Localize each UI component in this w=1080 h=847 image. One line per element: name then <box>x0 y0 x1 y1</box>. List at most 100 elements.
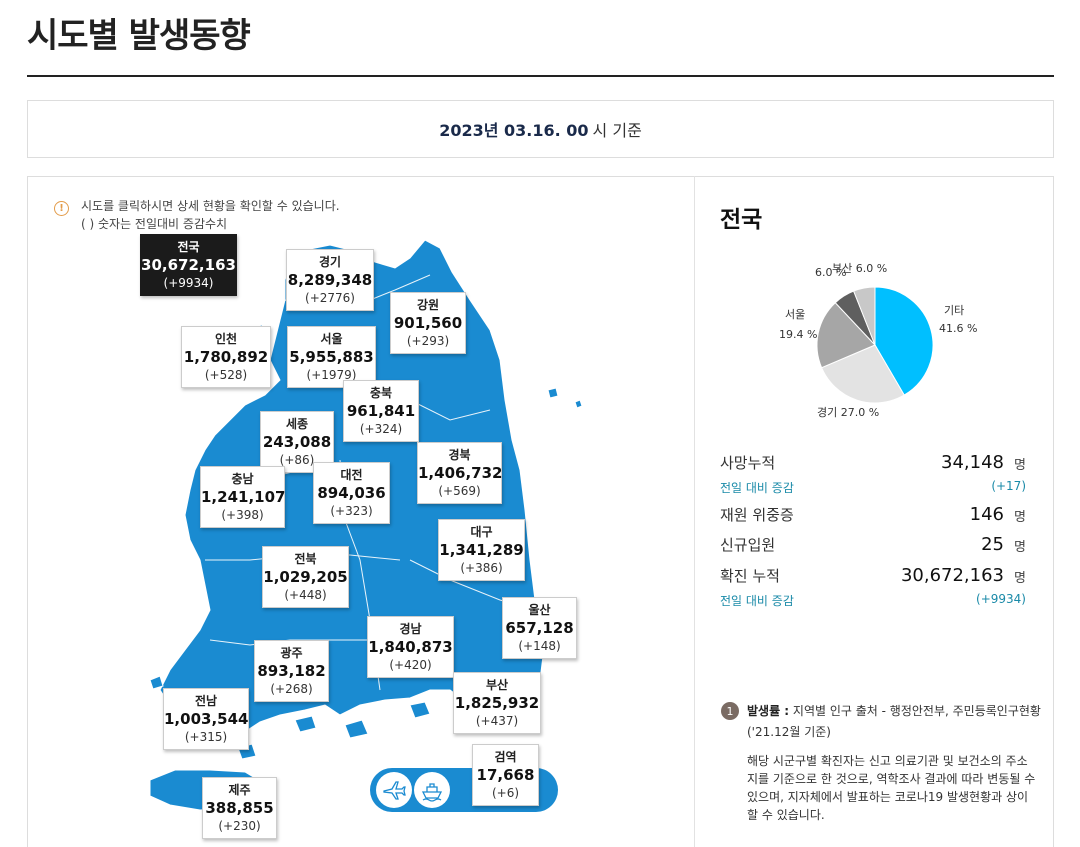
stat-critical: 재원 위중증 146 명 <box>720 504 1026 528</box>
region-delta: (+448) <box>284 588 327 602</box>
region-delta: (+528) <box>204 368 248 382</box>
notice-subtext: ( ) 숫자는 전일대비 증감수치 <box>81 217 228 231</box>
stat-value: 146 <box>969 504 1004 525</box>
region-delta: (+230) <box>218 819 261 833</box>
stat-label: 확진 누적 <box>720 567 780 585</box>
region-delta: (+437) <box>475 714 519 728</box>
region-total: 1,241,107 <box>201 488 286 506</box>
region-delta: (+6) <box>491 786 520 800</box>
region-name: 경기 <box>318 255 342 269</box>
panel-divider <box>694 176 695 847</box>
region-total: 30,672,163 <box>141 256 236 274</box>
map-island-4 <box>344 719 369 739</box>
region-ulsan[interactable]: 울산 657,128 (+148) <box>502 597 577 659</box>
stat-unit: 명 <box>1014 458 1026 473</box>
region-name: 경남 <box>399 622 422 636</box>
stat-confirmed-delta: 전일 대비 증감 (+9934) <box>720 592 1026 608</box>
region-delta: (+148) <box>518 639 561 653</box>
region-total: 1,341,289 <box>439 541 524 559</box>
stat-label: 사망누적 <box>720 454 776 472</box>
pie-label-etc: 기타 <box>944 304 965 317</box>
stat-unit: 명 <box>1014 571 1026 586</box>
stat-deaths: 사망누적 34,148 명 <box>720 452 1026 476</box>
region-name: 경북 <box>448 448 471 462</box>
region-name: 충북 <box>369 386 393 400</box>
map-island-5 <box>409 701 431 719</box>
nation-title: 전국 <box>720 207 763 233</box>
ship-icon[interactable] <box>414 772 450 808</box>
page-title: 시도별 발생동향 <box>27 16 251 56</box>
region-jeju[interactable]: 제주 388,855 (+230) <box>202 777 277 839</box>
region-delta: (+268) <box>270 682 313 696</box>
region-total: 893,182 <box>257 662 326 680</box>
stat-value: 34,148 <box>941 452 1004 473</box>
region-jeonbuk[interactable]: 전북 1,029,205 (+448) <box>262 546 349 608</box>
map-ulleung-hint <box>547 387 559 399</box>
region-total: 1,840,873 <box>368 638 453 656</box>
title-divider <box>27 75 1054 77</box>
region-total: 1,029,205 <box>263 568 348 586</box>
region-total: 1,780,892 <box>183 348 269 366</box>
pie-chart <box>800 270 950 424</box>
stat-label: 신규입원 <box>720 536 776 554</box>
region-total: 5,955,883 <box>289 348 374 366</box>
region-seoul[interactable]: 서울 5,955,883 (+1979) <box>287 326 376 388</box>
pie-slice-0 <box>874 286 934 396</box>
pie-label-seoul-pct: 19.4 % <box>779 328 818 341</box>
stat-value: 25 <box>981 534 1004 555</box>
region-name: 대전 <box>340 468 363 482</box>
footnote-body: 해당 시군구별 확진자는 신고 의료기관 및 보건소의 주소지를 기준으로 한 … <box>747 754 1036 822</box>
region-name: 전남 <box>194 694 218 708</box>
region-busan[interactable]: 부산 1,825,932 (+437) <box>453 672 541 734</box>
region-daegu[interactable]: 대구 1,341,289 (+386) <box>438 519 525 581</box>
stat-confirmed: 확진 누적 30,672,163 명 <box>720 565 1026 589</box>
airplane-icon[interactable] <box>376 772 412 808</box>
delta-label: 전일 대비 증감 <box>720 481 794 495</box>
region-name: 전북 <box>294 552 317 566</box>
region-total: 961,841 <box>346 402 416 420</box>
region-total: 17,668 <box>476 766 535 784</box>
pie-label-gyeonggi: 경기 27.0 % <box>817 406 880 419</box>
map-island-1 <box>574 399 583 409</box>
info-icon: ! <box>54 201 69 216</box>
region-gyeongbuk[interactable]: 경북 1,406,732 (+569) <box>417 442 502 504</box>
stat-unit: 명 <box>1014 540 1026 555</box>
region-gyeongnam[interactable]: 경남 1,840,873 (+420) <box>367 616 454 678</box>
region-delta: (+569) <box>438 484 481 498</box>
pie-label-other: 6.0 % <box>815 266 847 279</box>
stat-value: 30,672,163 <box>900 565 1004 586</box>
region-total: 8,289,348 <box>287 271 373 289</box>
region-incheon[interactable]: 인천 1,780,892 (+528) <box>181 326 271 388</box>
region-name: 울산 <box>528 603 551 617</box>
region-jeonnam[interactable]: 전남 1,003,544 (+315) <box>163 688 249 750</box>
region-total: 901,560 <box>393 314 463 332</box>
region-national[interactable]: 전국 30,672,163 (+9934) <box>140 234 237 296</box>
region-name: 인천 <box>214 332 238 346</box>
delta-value: (+17) <box>991 479 1026 493</box>
region-delta: (+86) <box>279 453 315 467</box>
region-total: 388,855 <box>205 799 274 817</box>
region-quarantine[interactable]: 검역 17,668 (+6) <box>472 744 539 806</box>
region-name: 부산 <box>485 678 509 692</box>
region-gyeonggi[interactable]: 경기 8,289,348 (+2776) <box>286 249 374 311</box>
region-delta: (+323) <box>330 504 373 518</box>
pie-label-busan: 부산 6.0 % <box>832 262 888 275</box>
region-chungbuk[interactable]: 충북 961,841 (+324) <box>343 380 419 442</box>
region-name: 검역 <box>494 750 517 764</box>
region-gangwon[interactable]: 강원 901,560 (+293) <box>390 292 466 354</box>
region-gwangju[interactable]: 광주 893,182 (+268) <box>254 640 329 702</box>
region-delta: (+293) <box>406 334 450 348</box>
region-name: 세종 <box>285 417 309 431</box>
stat-label: 재원 위중증 <box>720 506 794 524</box>
footnote-head-bold: 발생률 : <box>747 704 790 718</box>
footnote-head-text: 지역별 인구 출처 - 행정안전부, 주민등록인구현황 <box>789 704 1041 718</box>
region-daejeon[interactable]: 대전 894,036 (+323) <box>313 462 390 524</box>
region-delta: (+386) <box>460 561 503 575</box>
region-delta: (+1979) <box>306 368 357 382</box>
region-delta: (+324) <box>359 422 403 436</box>
pie-svg <box>816 286 934 404</box>
region-chungnam[interactable]: 충남 1,241,107 (+398) <box>200 466 285 528</box>
footnote-number: 1 <box>721 702 739 720</box>
region-sejong[interactable]: 세종 243,088 (+86) <box>260 411 334 473</box>
pie-slice-1 <box>820 344 905 404</box>
